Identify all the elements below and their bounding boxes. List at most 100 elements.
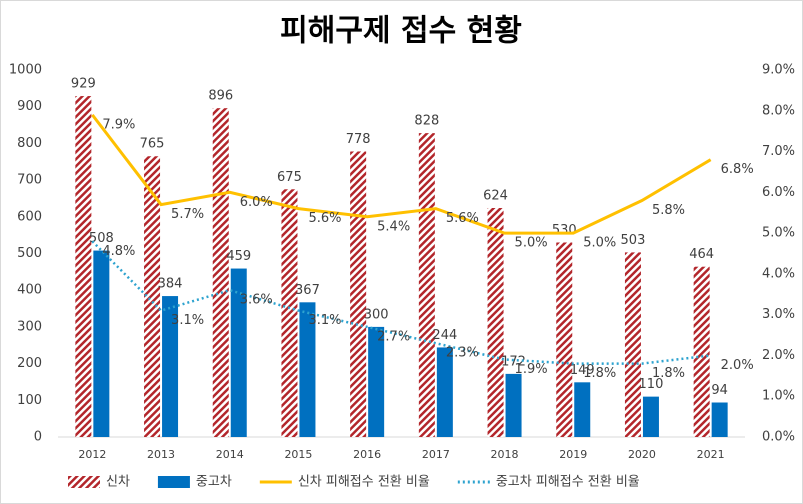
legend-label: 신차 피해접수 전환 비율 — [298, 475, 430, 490]
line-value-label: 1.8% — [583, 366, 616, 381]
bar-value-label: 367 — [295, 283, 320, 298]
bar-value-label: 94 — [711, 383, 728, 398]
y2-tick-label: 5.0% — [762, 226, 795, 241]
bar — [350, 151, 367, 437]
legend-label: 중고차 — [196, 475, 232, 490]
line-value-label: 5.6% — [446, 211, 479, 226]
y2-tick-label: 8.0% — [762, 103, 795, 118]
bar-value-label: 508 — [89, 231, 114, 246]
bar — [436, 347, 453, 437]
legend-label: 신차 — [106, 475, 130, 490]
line-value-label: 1.8% — [652, 366, 685, 381]
bar — [299, 302, 316, 437]
y-tick-label: 600 — [17, 209, 42, 224]
bar-value-label: 896 — [208, 89, 233, 104]
x-tick-label: 2013 — [147, 448, 175, 461]
line-value-label: 6.8% — [721, 162, 754, 177]
y-tick-label: 300 — [17, 319, 42, 334]
bar — [624, 252, 641, 437]
bar — [556, 242, 573, 437]
bar-value-label: 503 — [621, 233, 646, 248]
bar-value-label: 110 — [639, 377, 664, 392]
legend-swatch — [68, 476, 100, 488]
line-value-label: 2.7% — [377, 329, 410, 344]
line-value-label: 5.7% — [171, 207, 204, 222]
line-value-label: 2.3% — [446, 346, 479, 361]
y-tick-label: 1000 — [9, 63, 42, 78]
x-tick-label: 2015 — [284, 448, 312, 461]
x-tick-label: 2019 — [559, 448, 587, 461]
x-tick-label: 2012 — [78, 448, 106, 461]
line-value-label: 7.9% — [102, 117, 135, 132]
x-tick-label: 2016 — [353, 448, 381, 461]
bar — [642, 396, 659, 437]
y-tick-label: 100 — [17, 393, 42, 408]
y2-tick-label: 6.0% — [762, 185, 795, 200]
y2-tick-label: 3.0% — [762, 307, 795, 322]
line-series — [91, 240, 711, 365]
bar — [418, 133, 435, 437]
y-tick-label: 0 — [34, 430, 42, 445]
line-value-label: 2.0% — [721, 358, 754, 373]
y-tick-label: 800 — [17, 136, 42, 151]
x-tick-label: 2021 — [697, 448, 725, 461]
line-value-label: 1.9% — [515, 362, 548, 377]
line-value-label: 3.6% — [240, 293, 273, 308]
y-tick-label: 900 — [17, 99, 42, 114]
bar — [487, 207, 504, 437]
bar — [93, 250, 110, 437]
x-tick-label: 2020 — [628, 448, 656, 461]
bar — [162, 296, 179, 437]
y2-tick-label: 1.0% — [762, 389, 795, 404]
y2-tick-label: 7.0% — [762, 144, 795, 159]
y-tick-label: 200 — [17, 356, 42, 371]
line-value-label: 5.8% — [652, 203, 685, 218]
bar-value-label: 459 — [226, 249, 251, 264]
bar-value-label: 172 — [501, 354, 526, 369]
line-value-label: 4.8% — [102, 244, 135, 259]
bar — [281, 189, 298, 437]
line-series — [91, 113, 712, 235]
line-value-label: 5.6% — [308, 211, 341, 226]
bar-value-label: 530 — [552, 223, 577, 238]
y-tick-label: 400 — [17, 283, 42, 298]
y2-tick-label: 2.0% — [762, 348, 795, 363]
line-value-label: 3.1% — [308, 313, 341, 328]
bar — [368, 326, 385, 437]
legend-swatch — [157, 476, 190, 488]
y2-tick-label: 0.0% — [762, 430, 795, 445]
bar-value-label: 765 — [140, 137, 165, 152]
y-tick-label: 700 — [17, 173, 42, 188]
bar-value-label: 244 — [432, 328, 457, 343]
bar — [711, 402, 728, 437]
bar — [693, 266, 710, 437]
x-tick-label: 2018 — [491, 448, 519, 461]
bar — [505, 373, 522, 437]
legend-label: 중고차 피해접수 전환 비율 — [496, 475, 640, 490]
y2-tick-label: 4.0% — [762, 266, 795, 281]
bar-value-label: 149 — [570, 363, 595, 378]
bar — [144, 156, 161, 437]
bar-value-label: 464 — [689, 247, 714, 262]
x-tick-label: 2014 — [216, 448, 244, 461]
bar-value-label: 384 — [158, 277, 183, 292]
bar — [212, 108, 229, 437]
bar-value-label: 828 — [414, 114, 439, 129]
bar-value-label: 929 — [71, 77, 96, 92]
bar-value-label: 778 — [346, 132, 371, 147]
bar — [230, 268, 247, 437]
bar-value-label: 300 — [364, 307, 389, 322]
y2-tick-label: 9.0% — [762, 63, 795, 78]
line-value-label: 3.1% — [171, 313, 204, 328]
line-value-label: 5.4% — [377, 219, 410, 234]
y-tick-label: 500 — [17, 246, 42, 261]
line-value-label: 5.0% — [515, 236, 548, 251]
chart-title: 피해구제 접수 현황 — [280, 14, 522, 49]
line-value-label: 6.0% — [240, 195, 273, 210]
bar-value-label: 624 — [483, 188, 508, 203]
bar-value-label: 675 — [277, 170, 302, 185]
line-value-label: 5.0% — [583, 236, 616, 251]
bar — [75, 96, 92, 437]
